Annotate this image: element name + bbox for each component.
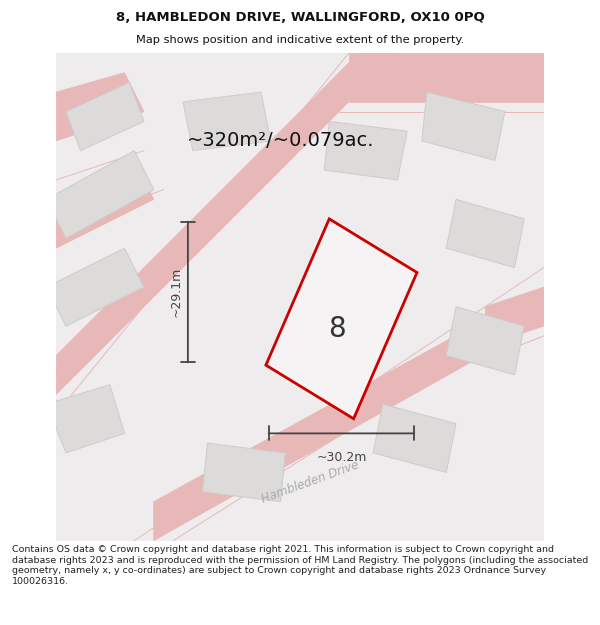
Polygon shape	[203, 443, 286, 502]
Text: ~29.1m: ~29.1m	[169, 267, 182, 317]
Polygon shape	[325, 121, 407, 180]
Polygon shape	[56, 53, 398, 394]
Polygon shape	[266, 219, 417, 419]
Polygon shape	[56, 161, 154, 248]
Polygon shape	[154, 287, 544, 541]
Polygon shape	[373, 404, 456, 472]
Text: Contains OS data © Crown copyright and database right 2021. This information is : Contains OS data © Crown copyright and d…	[12, 545, 588, 586]
Polygon shape	[46, 248, 144, 326]
Text: Hambleden Drive: Hambleden Drive	[259, 458, 361, 506]
Polygon shape	[46, 151, 154, 238]
Polygon shape	[46, 384, 124, 453]
Text: ~320m²/~0.079ac.: ~320m²/~0.079ac.	[187, 131, 374, 151]
Text: 8, HAMBLEDON DRIVE, WALLINGFORD, OX10 0PQ: 8, HAMBLEDON DRIVE, WALLINGFORD, OX10 0P…	[116, 11, 484, 24]
Polygon shape	[446, 307, 524, 375]
Polygon shape	[485, 287, 544, 346]
Text: 8: 8	[328, 314, 346, 342]
Text: ~30.2m: ~30.2m	[316, 451, 367, 464]
Polygon shape	[56, 72, 144, 141]
Polygon shape	[446, 199, 524, 268]
Text: Map shows position and indicative extent of the property.: Map shows position and indicative extent…	[136, 34, 464, 44]
Polygon shape	[183, 92, 271, 151]
Polygon shape	[422, 92, 505, 161]
Polygon shape	[66, 82, 144, 151]
Polygon shape	[349, 53, 544, 102]
